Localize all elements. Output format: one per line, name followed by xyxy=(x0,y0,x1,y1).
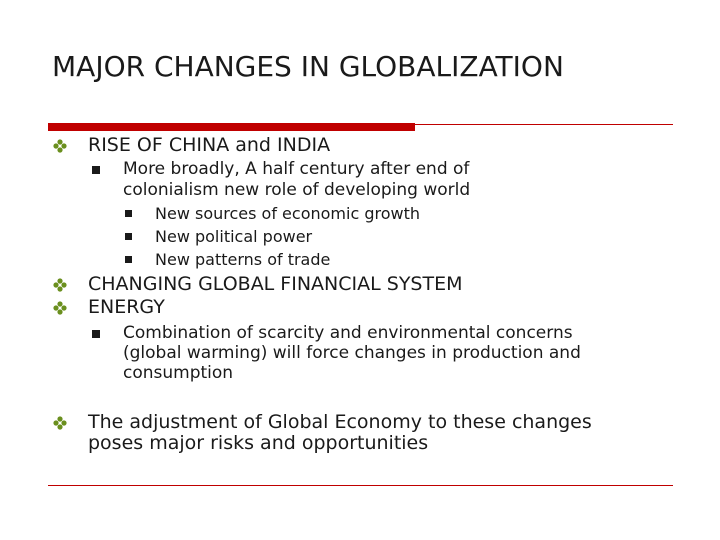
bullet-more-broadly-line1: More broadly, A half century after end o… xyxy=(123,159,470,179)
bullet-adjustment-line1: The adjustment of Global Economy to thes… xyxy=(88,411,592,433)
bullet-more-broadly-line2: colonialism new role of developing world xyxy=(123,180,471,200)
diamond-bullet-icon xyxy=(53,278,67,292)
slide-title: MAJOR CHANGES IN GLOBALIZATION xyxy=(52,50,564,83)
bullet-combination-line1: Combination of scarcity and environmenta… xyxy=(123,323,573,343)
square-bullet-icon xyxy=(92,330,100,338)
bullet-new-political-power: New political power xyxy=(155,227,313,246)
title-rule-thin xyxy=(415,124,673,125)
bullet-adjustment-line2: poses major risks and opportunities xyxy=(88,432,429,454)
square-bullet-icon xyxy=(125,210,132,217)
diamond-bullet-icon xyxy=(53,139,67,153)
bullet-rise-of-china-india: RISE OF CHINA and INDIA xyxy=(88,134,331,156)
title-rule-thick xyxy=(48,123,415,131)
bullet-new-patterns-trade: New patterns of trade xyxy=(155,250,331,269)
square-bullet-icon xyxy=(92,166,100,174)
bullet-combination-line3: consumption xyxy=(123,363,234,383)
bullet-energy: ENERGY xyxy=(88,296,165,318)
square-bullet-icon xyxy=(125,233,132,240)
square-bullet-icon xyxy=(125,256,132,263)
bullet-global-financial-system: CHANGING GLOBAL FINANCIAL SYSTEM xyxy=(88,273,463,295)
footer-rule xyxy=(48,485,673,486)
bullet-combination-line2: (global warming) will force changes in p… xyxy=(123,343,581,363)
bullet-new-sources-growth: New sources of economic growth xyxy=(155,204,420,223)
diamond-bullet-icon xyxy=(53,301,67,315)
diamond-bullet-icon xyxy=(53,416,67,430)
